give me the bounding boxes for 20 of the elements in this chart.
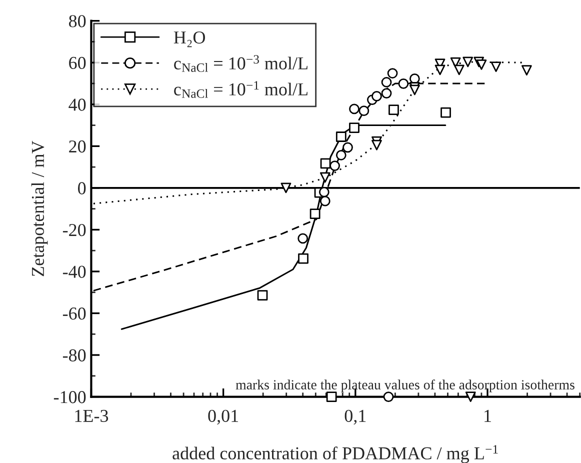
x-tick-label: 1E-3 xyxy=(75,410,108,422)
y-tick-label: -80 xyxy=(62,349,86,362)
annotation: marks indicate the plateau values of the adsorption isotherms xyxy=(236,380,574,392)
y-tick-label: -100 xyxy=(54,391,86,404)
y-tick-label: 80 xyxy=(68,15,86,28)
x-axis-title: added concentration of PDADMAC / mg L$^{−1}$ xyxy=(172,445,498,463)
y-tick-label: -20 xyxy=(62,224,86,236)
y-tick-label: 0 xyxy=(78,182,86,194)
y-tick-label: -40 xyxy=(62,266,86,278)
y-axis-title: Zetapotential / mV xyxy=(31,140,48,276)
y-tick-label: 20 xyxy=(69,140,86,153)
x-tick-label: 0,01 xyxy=(208,410,238,425)
x-tick-label: 0,1 xyxy=(344,410,366,425)
legend-label: c$_{NaCl}$ = 10$^{−3}$ mol/L xyxy=(174,55,308,72)
y-tick-label: 60 xyxy=(69,56,86,70)
x-tick-label: 1 xyxy=(484,410,491,422)
y-tick-label: 40 xyxy=(68,98,86,111)
y-tick-label: -60 xyxy=(62,308,86,320)
legend-label: H₂O xyxy=(174,31,205,48)
legend-label: c$_{NaCl}$ = 10$^{−1}$ mol/L xyxy=(174,81,308,98)
